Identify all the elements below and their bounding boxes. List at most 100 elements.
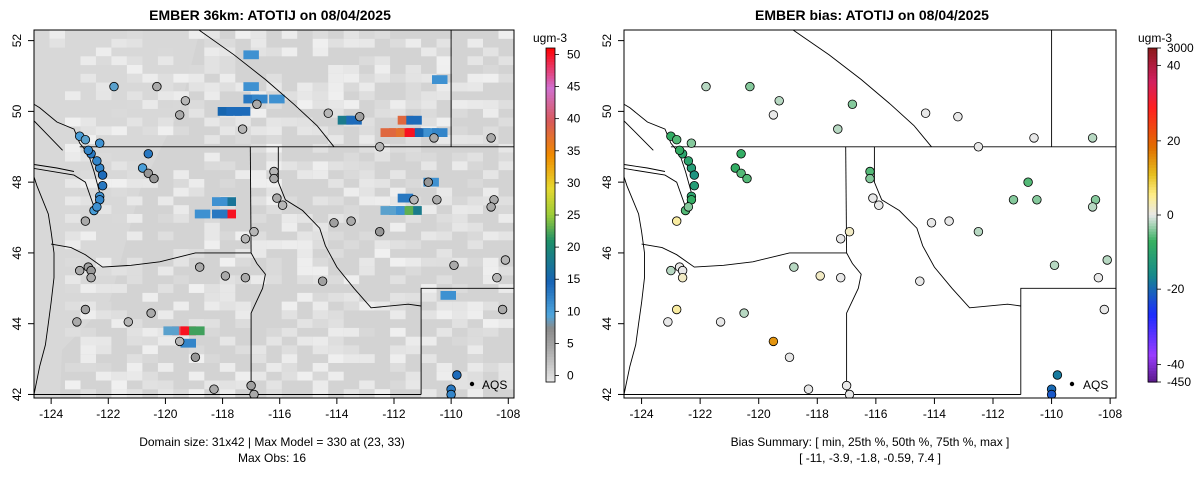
- grid-cell: [266, 73, 282, 83]
- grid-cell: [436, 257, 453, 267]
- grid-cell: [312, 266, 329, 276]
- model-cell: [380, 206, 396, 215]
- grid-cell: [312, 292, 329, 302]
- model-cell: [226, 107, 242, 116]
- grid-cell: [312, 47, 329, 57]
- grid-cell: [359, 196, 375, 206]
- grid-cell: [359, 135, 375, 144]
- grid-cell: [498, 319, 514, 328]
- bias-marker: [736, 168, 746, 179]
- grid-cell: [126, 30, 143, 39]
- grid-cell: [328, 126, 344, 136]
- colorbar-segment: [546, 217, 555, 222]
- grid-cell: [126, 56, 143, 66]
- colorbar-segment: [546, 109, 555, 113]
- grid-cell: [436, 275, 453, 285]
- colorbar-segment: [546, 203, 555, 208]
- grid-cell: [204, 327, 220, 337]
- grid-cell: [235, 170, 251, 179]
- colorbar-segment: [546, 309, 555, 314]
- aqs-site-marker: [249, 226, 259, 237]
- grid-cell: [95, 152, 112, 162]
- grid-cell: [266, 336, 282, 346]
- grid-cell: [343, 345, 360, 355]
- grid-cell: [157, 100, 174, 109]
- grid-cell: [250, 240, 267, 250]
- model-cell: [212, 209, 228, 219]
- colorbar-segment: [546, 259, 555, 263]
- grid-cell: [126, 170, 143, 179]
- grid-cell: [359, 161, 375, 171]
- colorbar-segment: [1148, 167, 1157, 172]
- grid-cell: [421, 292, 437, 302]
- aqs-site-marker: [409, 195, 419, 205]
- grid-cell: [328, 231, 344, 241]
- colorbar-segment: [546, 370, 555, 375]
- colorbar-segment: [546, 317, 555, 322]
- grid-cell: [157, 196, 174, 206]
- colorbar-segment: [546, 195, 555, 199]
- colorbar-segment: [546, 340, 555, 344]
- aqs-legend-dot: [469, 381, 475, 387]
- colorbar-segment: [546, 292, 555, 297]
- boundary-line: [845, 146, 848, 253]
- colorbar-segment: [1148, 231, 1157, 236]
- colorbar-segment: [546, 184, 555, 188]
- bias-points: [663, 81, 1112, 398]
- grid-cell: [80, 336, 96, 346]
- colorbar-segment: [1148, 100, 1157, 105]
- grid-cell: [173, 249, 189, 258]
- grid-cell: [250, 38, 267, 48]
- grid-cell: [126, 47, 143, 57]
- colorbar-segment: [1148, 370, 1157, 375]
- bias-marker: [739, 308, 749, 318]
- colorbar-segment: [546, 153, 555, 158]
- grid-cell: [250, 275, 267, 285]
- bias-marker: [865, 173, 875, 184]
- grid-cell: [390, 301, 406, 311]
- grid-cell: [219, 65, 236, 74]
- grid-cell: [80, 354, 96, 363]
- colorbar-segment: [546, 189, 555, 194]
- colorbar-segment: [546, 192, 555, 197]
- grid-cell: [483, 65, 499, 74]
- grid-cell: [436, 91, 453, 101]
- colorbar-segment: [546, 220, 555, 224]
- colorbar-segment: [1148, 89, 1157, 94]
- grid-cell: [219, 389, 236, 398]
- grid-cell: [312, 231, 329, 241]
- colorbar-segment: [1148, 142, 1157, 147]
- colorbar-segment: [546, 256, 555, 261]
- colorbar-segment: [546, 320, 555, 325]
- bias-marker: [730, 163, 741, 173]
- colorbar-segment: [546, 48, 555, 52]
- bias-marker: [663, 317, 673, 327]
- colorbar-tick-label: 5: [567, 336, 574, 350]
- grid-cell: [281, 310, 298, 320]
- grid-cell: [65, 240, 81, 250]
- grid-cell: [343, 292, 360, 302]
- grid-cell: [436, 117, 453, 127]
- grid-cell: [359, 187, 375, 197]
- bias-marker: [815, 271, 825, 281]
- grid-cell: [328, 292, 344, 302]
- grid-cell: [467, 100, 483, 109]
- colorbar-segment: [546, 265, 555, 269]
- boundary-line: [51, 243, 252, 268]
- colorbar-segment: [546, 267, 555, 272]
- grid-cell: [266, 179, 282, 188]
- grid-cell: [312, 161, 329, 171]
- aqs-site-marker: [500, 255, 511, 265]
- grid-cell: [467, 327, 483, 337]
- grid-cell: [157, 310, 174, 320]
- grid-cell: [188, 65, 205, 74]
- colorbar-segment: [546, 86, 555, 91]
- grid-cell: [297, 319, 313, 328]
- grid-cell: [498, 205, 514, 214]
- model-panel: EMBER 36km: ATOTIJ on 08/04/2025 -124 -12…: [10, 7, 581, 465]
- aqs-site-marker: [152, 81, 162, 92]
- boundary-line: [624, 120, 666, 172]
- grid-cell: [173, 389, 189, 398]
- grid-cell: [328, 249, 344, 258]
- colorbar-segment: [1148, 73, 1157, 77]
